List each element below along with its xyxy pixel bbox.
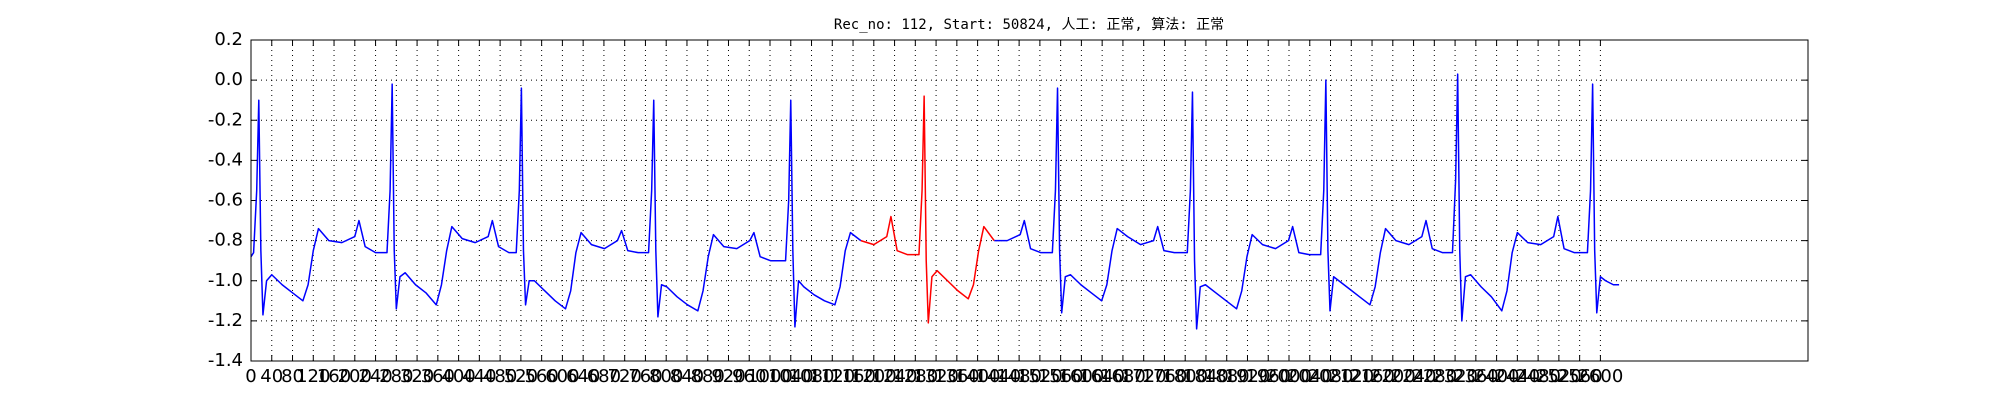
y-tick-label: -0.2 bbox=[208, 109, 243, 130]
x-tick-label: 720 bbox=[608, 366, 642, 387]
plot: -1.4-1.2-1.0-0.8-0.6-0.4-0.20.00.20 40801… bbox=[208, 29, 1808, 387]
x-tick-label: 960 bbox=[732, 366, 766, 387]
x-tick-label: 1440 bbox=[975, 366, 1021, 387]
x-tick-label: 480 bbox=[483, 366, 517, 387]
y-tick-label: -1.0 bbox=[208, 270, 243, 291]
x-tick-label: 1480 bbox=[996, 366, 1042, 387]
x-tick-label: 2040 bbox=[1287, 366, 1333, 387]
x-tick-label: 1680 bbox=[1100, 366, 1146, 387]
x-tick-label: 920 bbox=[711, 366, 745, 387]
x-tick-label: 1400 bbox=[955, 366, 1001, 387]
x-tick-label: 1200 bbox=[851, 366, 897, 387]
x-tick-label: 760 bbox=[628, 366, 662, 387]
x-tick-label: 2320 bbox=[1432, 366, 1478, 387]
x-tick-label: 1040 bbox=[768, 366, 814, 387]
x-tick-label: 1560 bbox=[1038, 366, 1084, 387]
x-tick-label: 1640 bbox=[1079, 366, 1125, 387]
x-tick-label: 1000 bbox=[747, 366, 793, 387]
x-tick-label: 2000 bbox=[1266, 366, 1312, 387]
x-tick-label: 1320 bbox=[913, 366, 959, 387]
y-tick-label: 0.0 bbox=[214, 69, 243, 90]
x-tick-label: 320 bbox=[400, 366, 434, 387]
x-tick-label: 1240 bbox=[872, 366, 918, 387]
x-tick-label: 1360 bbox=[934, 366, 980, 387]
x-tick-label: 2200 bbox=[1370, 366, 1416, 387]
x-tick-label: 840 bbox=[670, 366, 704, 387]
x-tick-label: 2160 bbox=[1349, 366, 1395, 387]
x-tick-label: 1520 bbox=[1017, 366, 1063, 387]
y-tick-label: -0.4 bbox=[208, 149, 243, 170]
series-line bbox=[860, 95, 995, 324]
x-tick-label: 520 bbox=[504, 366, 538, 387]
x-tick-label: 1080 bbox=[789, 366, 835, 387]
x-tick-label: 1720 bbox=[1121, 366, 1167, 387]
x-tick-label: 120 bbox=[296, 366, 330, 387]
x-tick-label: 1800 bbox=[1162, 366, 1208, 387]
x-tick-label: 640 bbox=[566, 366, 600, 387]
x-tick-label: 1920 bbox=[1225, 366, 1271, 387]
x-tick-label: 2480 bbox=[1515, 366, 1561, 387]
x-tick-label: 2240 bbox=[1391, 366, 1437, 387]
x-tick-label: 2440 bbox=[1494, 366, 1540, 387]
y-tick-label: -1.4 bbox=[208, 350, 243, 371]
x-tick-label: 200 bbox=[338, 366, 372, 387]
y-tick-label: -0.8 bbox=[208, 230, 243, 251]
x-tick-label: 280 bbox=[379, 366, 413, 387]
x-tick-label: 1120 bbox=[809, 366, 855, 387]
x-tick-label: 80 bbox=[281, 366, 304, 387]
series-line bbox=[250, 73, 1620, 330]
x-tick-label: 800 bbox=[649, 366, 683, 387]
x-tick-label: 2280 bbox=[1411, 366, 1457, 387]
x-tick-label: 40 bbox=[260, 366, 283, 387]
x-tick-label: 400 bbox=[441, 366, 475, 387]
x-tick-label: 1840 bbox=[1183, 366, 1229, 387]
y-tick-label: 0.2 bbox=[214, 29, 243, 50]
x-tick-label: 1160 bbox=[830, 366, 876, 387]
x-tick-label: 2360 bbox=[1453, 366, 1499, 387]
x-tick-label: 1600 bbox=[1058, 366, 1104, 387]
y-tick-label: -0.6 bbox=[208, 190, 243, 211]
x-tick-label: 880 bbox=[691, 366, 725, 387]
y-tick-label: -1.2 bbox=[208, 310, 243, 331]
x-tick-label: 2080 bbox=[1308, 366, 1354, 387]
plot-frame bbox=[250, 39, 1809, 362]
x-tick-label: 2520 bbox=[1536, 366, 1582, 387]
x-tick-label: 2560 bbox=[1557, 366, 1603, 387]
x-tick-label: 160 bbox=[317, 366, 351, 387]
x-tick-label: 1880 bbox=[1204, 366, 1250, 387]
chart-title: Rec_no: 112, Start: 50824, 人工: 正常, 算法: 正… bbox=[834, 17, 1224, 33]
x-tick-label: 680 bbox=[587, 366, 621, 387]
x-tick-label: 600 bbox=[545, 366, 579, 387]
x-tick-label: 440 bbox=[462, 366, 496, 387]
x-tick-label: 1280 bbox=[892, 366, 938, 387]
x-tick-label: 360 bbox=[421, 366, 455, 387]
x-tick-label: 2120 bbox=[1328, 366, 1374, 387]
x-tick-label: 560 bbox=[524, 366, 558, 387]
x-tick-label: 2600 bbox=[1577, 366, 1623, 387]
x-tick-label: 0 bbox=[245, 366, 256, 387]
x-tick-label: 1960 bbox=[1245, 366, 1291, 387]
x-tick-label: 2400 bbox=[1474, 366, 1520, 387]
x-tick-label: 1760 bbox=[1142, 366, 1188, 387]
x-tick-label: 240 bbox=[358, 366, 392, 387]
